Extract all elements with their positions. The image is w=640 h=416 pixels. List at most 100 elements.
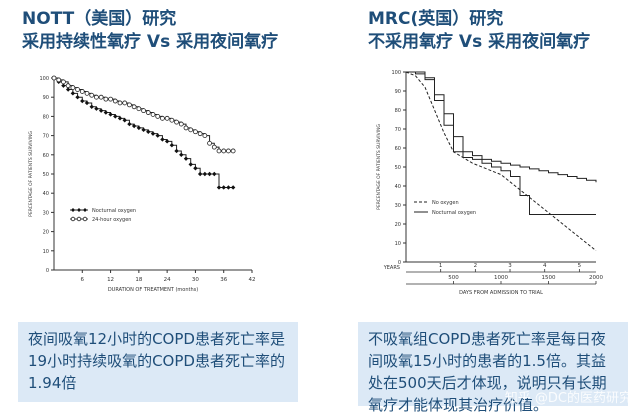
data-point (75, 87, 80, 92)
data-point (150, 131, 156, 136)
legend-label: Nocturnal oxygen (432, 210, 476, 216)
legend-marker (82, 216, 88, 222)
data-point (65, 87, 71, 92)
data-point (216, 148, 222, 154)
data-point (84, 100, 90, 106)
years-tick-label: 4 (543, 263, 547, 269)
years-label: YEARS (383, 265, 400, 271)
y-tick-label: 50 (43, 172, 49, 178)
y-tick-label: 10 (395, 241, 401, 247)
x-axis-label: DAYS FROM ADMISSION TO TRIAL (459, 290, 543, 296)
y-tick-label: 10 (43, 249, 49, 255)
data-point (103, 96, 109, 102)
legend-label: Nocturnal oxygen (92, 208, 136, 214)
data-point (150, 112, 156, 117)
data-point (188, 127, 194, 133)
x-tick-label: 1000 (494, 275, 508, 281)
data-point (131, 123, 137, 129)
data-point (56, 77, 62, 83)
data-point (164, 139, 170, 144)
right-title-line2: 不采用氧疗 Vs 采用夜间氧疗 (368, 32, 591, 52)
legend-marker (76, 216, 82, 222)
x-axis-label: DURATION OF TREATMENT (months) (108, 287, 198, 293)
x-tick-label: 2000 (589, 275, 603, 281)
data-point (127, 121, 132, 127)
data-point (117, 116, 123, 121)
data-point (230, 148, 236, 154)
data-point (136, 125, 142, 131)
data-point (230, 185, 236, 190)
data-point (179, 152, 184, 157)
y-tick-label: 70 (395, 127, 401, 133)
mrc-survival-chart: 0 10 20 30 40 50 60 70 80 90 100 YEARS 1 2 3 4 5 500 1000 1… (376, 70, 603, 296)
legend-marker (77, 208, 81, 212)
x-tick-label: 6 (81, 277, 85, 283)
data-point (145, 110, 151, 115)
data-point (89, 104, 94, 109)
x-tick-label: 42 (249, 277, 256, 283)
data-point (70, 85, 76, 91)
data-point (207, 140, 212, 146)
y-tick-label: 100 (39, 76, 49, 82)
series-line-1 (54, 77, 234, 152)
data-point (84, 90, 90, 96)
x-tick-label: 12 (107, 277, 114, 283)
data-point (193, 166, 198, 171)
x-tick-label: 500 (448, 275, 459, 281)
series-line-0 (54, 77, 234, 188)
y-axis-label: PERCENTAGE OF PATIENTS SURVIVING (376, 124, 382, 210)
right-title-line1: MRC(英国）研究 (368, 9, 504, 29)
y-tick-label: 20 (395, 222, 401, 228)
series-line-2 (406, 71, 597, 183)
right-caption: 不吸氧组COPD患者死亡率是每日夜间吸氧15小时的患者的1.5倍。其益处在500… (358, 322, 628, 414)
years-tick-label: 2 (474, 263, 478, 269)
y-tick-label: 40 (43, 191, 49, 197)
y-tick-label: 40 (395, 184, 401, 190)
data-point (174, 119, 179, 125)
data-point (122, 118, 127, 123)
data-point (226, 148, 231, 154)
data-point (183, 156, 189, 161)
left-title-line2: 采用持续性氧疗 Vs 采用夜间氧疗 (22, 32, 279, 52)
data-point (164, 115, 170, 121)
y-tick-label: 80 (43, 114, 49, 120)
y-axis-label: PERCENTAGE OF PATIENTS SURVIVING (28, 131, 34, 217)
y-tick-label: 100 (391, 70, 401, 76)
data-point (174, 148, 179, 154)
y-tick-label: 20 (43, 230, 49, 236)
legend-marker (83, 208, 87, 212)
data-point (108, 96, 113, 102)
x-tick-label: 24 (164, 277, 171, 283)
data-point (79, 89, 85, 94)
y-tick-label: 90 (43, 95, 49, 101)
data-point (155, 133, 160, 138)
legend-label: No oxygen (432, 200, 459, 206)
data-point (207, 171, 212, 177)
data-point (211, 144, 217, 150)
data-point (221, 148, 227, 154)
y-tick-label: 90 (395, 89, 401, 95)
data-point (226, 185, 231, 190)
data-point (160, 137, 165, 142)
data-point (75, 95, 80, 100)
left-title-line1: NOTT（美国）研究 (22, 9, 177, 29)
data-point (94, 94, 99, 100)
data-point (146, 129, 151, 134)
data-point (131, 104, 137, 110)
data-point (169, 117, 175, 123)
series-line-1 (406, 71, 596, 215)
data-point (61, 79, 66, 85)
y-tick-label: 70 (43, 134, 49, 140)
x-tick-label: 1500 (542, 275, 556, 281)
data-point (141, 127, 146, 133)
data-point (183, 125, 189, 131)
data-point (127, 102, 132, 108)
data-point (117, 100, 123, 106)
data-point (193, 129, 198, 135)
x-tick-label: 30 (192, 277, 199, 283)
data-point (98, 94, 104, 100)
data-point (89, 92, 95, 98)
legend-marker (70, 216, 76, 222)
data-point (155, 114, 161, 119)
y-tick-label: 30 (43, 210, 49, 216)
